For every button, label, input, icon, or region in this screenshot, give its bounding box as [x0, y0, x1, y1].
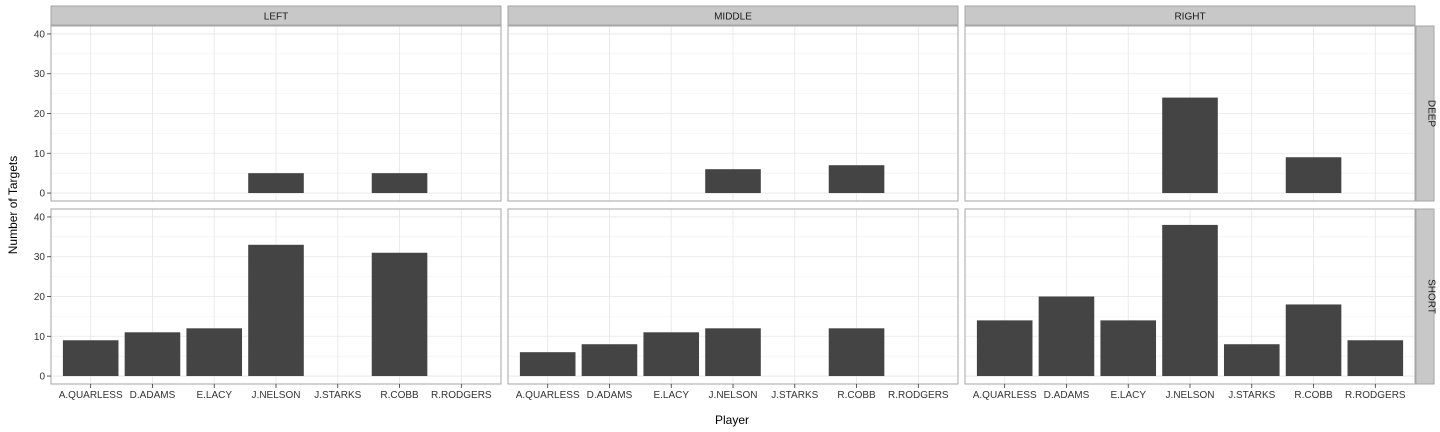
x-tick-label: R.COBB — [1294, 390, 1333, 401]
bar-left-short-d-adams — [124, 332, 181, 377]
strip-left — [50, 5, 502, 26]
x-tick-label: J.STARKS — [1228, 390, 1275, 401]
y-tick-label: 40 — [34, 29, 46, 40]
y-tick-label: 30 — [34, 69, 46, 80]
x-tick-label: R.RODGERS — [888, 390, 949, 401]
strip-middle — [507, 5, 959, 26]
x-tick-label: R.COBB — [380, 390, 419, 401]
x-tick-label: J.STARKS — [771, 390, 818, 401]
panel-left-deep — [50, 25, 502, 202]
x-tick-label: J.NELSON — [252, 390, 301, 401]
x-tick-label: J.NELSON — [1166, 390, 1215, 401]
x-tick-label: A.QUARLESS — [516, 390, 580, 401]
y-axes: 0 10 20 30 40 0 10 20 30 40 — [34, 29, 51, 383]
y-tick-label: 0 — [39, 372, 45, 383]
strip-right — [964, 5, 1416, 26]
x-tick-label: J.STARKS — [314, 390, 361, 401]
panel-right-short — [964, 208, 1416, 385]
bar-right-short-e-lacy — [1100, 320, 1157, 377]
y-axis-title: Number of Targets — [6, 156, 20, 255]
panel-middle-deep — [507, 25, 959, 202]
x-tick-label: A.QUARLESS — [59, 390, 123, 401]
y-tick-label: 30 — [34, 252, 46, 263]
bar-middle-short-j-nelson — [705, 328, 761, 377]
bar-right-deep-r-cobb — [1285, 157, 1342, 194]
bar-left-short-a-quarless — [62, 340, 119, 377]
x-tick-label: D.ADAMS — [130, 390, 176, 401]
bar-right-short-a-quarless — [976, 320, 1033, 377]
x-tick-label: J.NELSON — [709, 390, 758, 401]
x-tick-label: A.QUARLESS — [973, 390, 1037, 401]
bar-middle-deep-r-cobb — [828, 165, 885, 194]
bar-right-short-r-cobb — [1285, 304, 1342, 377]
y-tick-label: 10 — [34, 332, 46, 343]
bar-right-deep-j-nelson — [1162, 97, 1218, 194]
x-tick-label: R.RODGERS — [1345, 390, 1406, 401]
bar-left-short-e-lacy — [186, 328, 243, 377]
bar-left-short-r-cobb — [371, 252, 428, 377]
bar-left-short-j-nelson — [248, 244, 304, 377]
strip-short — [1415, 208, 1435, 385]
strip-label-deep: DEEP — [1426, 100, 1437, 128]
y-tick-label: 20 — [34, 109, 46, 120]
panel-border — [507, 25, 959, 202]
strip-label-left: LEFT — [264, 12, 288, 23]
strip-label-middle: MIDDLE — [714, 12, 752, 23]
bar-middle-short-r-cobb — [828, 328, 885, 377]
bar-left-deep-j-nelson — [248, 173, 304, 194]
bar-right-short-j-starks — [1223, 344, 1280, 377]
panels — [50, 25, 1416, 385]
bar-right-short-d-adams — [1038, 296, 1095, 377]
panel-left-short — [50, 208, 502, 385]
strip-label-right: RIGHT — [1174, 12, 1205, 23]
x-tick-label: E.LACY — [653, 390, 689, 401]
panel-border — [964, 25, 1416, 202]
strip-label-short: SHORT — [1426, 279, 1437, 314]
x-axis-title: Player — [715, 413, 749, 427]
y-tick-label: 10 — [34, 149, 46, 160]
x-tick-label: D.ADAMS — [587, 390, 633, 401]
panel-right-deep — [964, 25, 1416, 202]
y-tick-label: 40 — [34, 212, 46, 223]
y-tick-label: 0 — [39, 189, 45, 200]
bar-middle-short-e-lacy — [643, 332, 700, 377]
x-tick-label: R.COBB — [837, 390, 876, 401]
x-tick-label: E.LACY — [196, 390, 232, 401]
column-strips: LEFT MIDDLE RIGHT — [50, 5, 1416, 26]
panel-middle-short — [507, 208, 959, 385]
x-tick-label: E.LACY — [1110, 390, 1146, 401]
y-tick-label: 20 — [34, 292, 46, 303]
strip-deep — [1415, 25, 1435, 202]
bar-left-deep-r-cobb — [371, 173, 428, 194]
x-tick-label: D.ADAMS — [1044, 390, 1090, 401]
x-tick-label: R.RODGERS — [431, 390, 492, 401]
bar-right-short-r-rodgers — [1347, 340, 1404, 377]
x-axes: A.QUARLESS D.ADAMS E.LACY J.NELSON J.STARKS R… — [59, 384, 1406, 401]
row-strips: DEEP SHORT — [1415, 25, 1437, 385]
bar-middle-short-d-adams — [581, 344, 638, 377]
bar-middle-deep-j-nelson — [705, 169, 761, 194]
bar-middle-short-a-quarless — [519, 352, 576, 377]
bar-right-short-j-nelson — [1162, 224, 1218, 377]
